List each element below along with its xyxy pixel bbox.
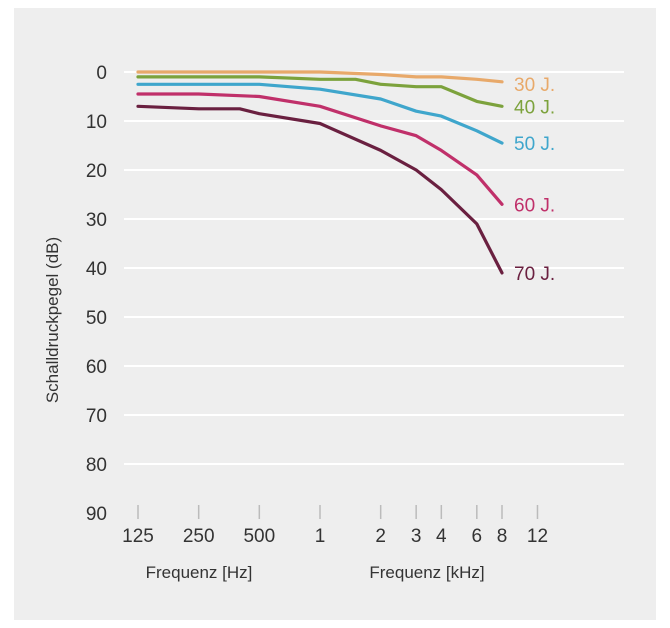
x-tick-label-8: 8 [497,526,508,547]
grid-layer [124,71,624,519]
y-tick-label-80: 80 [86,455,107,476]
x-axis-title-hz: Frequenz [Hz] [146,563,253,582]
y-tick-label-90: 90 [86,504,107,525]
series-label-50j: 50 J. [514,134,555,155]
series-line-30j [136,70,504,84]
y-tick-label-20: 20 [86,161,107,182]
series-line-50j [136,82,504,145]
x-tick-label-3: 3 [411,526,422,547]
x-tick-label-1: 1 [315,526,326,547]
x-tick-label-125: 125 [122,526,154,547]
y-axis-title: Schalldruckpegel (dB) [43,237,62,403]
series-label-70j: 70 J. [514,264,555,285]
x-tick-label-4: 4 [436,526,447,547]
y-tick-label-40: 40 [86,259,107,280]
x-tick-label-500: 500 [243,526,275,547]
x-tick-label-6: 6 [472,526,483,547]
series-layer [136,70,504,275]
y-tick-label-10: 10 [86,112,107,133]
y-tick-label-30: 30 [86,210,107,231]
x-tick-label-12: 12 [527,526,548,547]
y-tick-label-70: 70 [86,406,107,427]
series-line-60j [136,92,504,206]
chart-panel: 0 10 20 30 40 50 60 70 80 90 125 250 500 1 2 3 4 6 8 12 30 J… [14,8,656,620]
y-tick-label-0: 0 [96,63,107,84]
y-tick-label-50: 50 [86,308,107,329]
series-label-60j: 60 J. [514,195,555,216]
series-line-40j [136,75,504,108]
series-label-40j: 40 J. [514,97,555,118]
x-tick-label-250: 250 [183,526,215,547]
series-line-70j [136,104,504,275]
x-axis-title-khz: Frequenz [kHz] [369,563,484,582]
x-tick-label-2: 2 [375,526,386,547]
y-tick-label-60: 60 [86,357,107,378]
series-label-30j: 30 J. [514,75,555,96]
